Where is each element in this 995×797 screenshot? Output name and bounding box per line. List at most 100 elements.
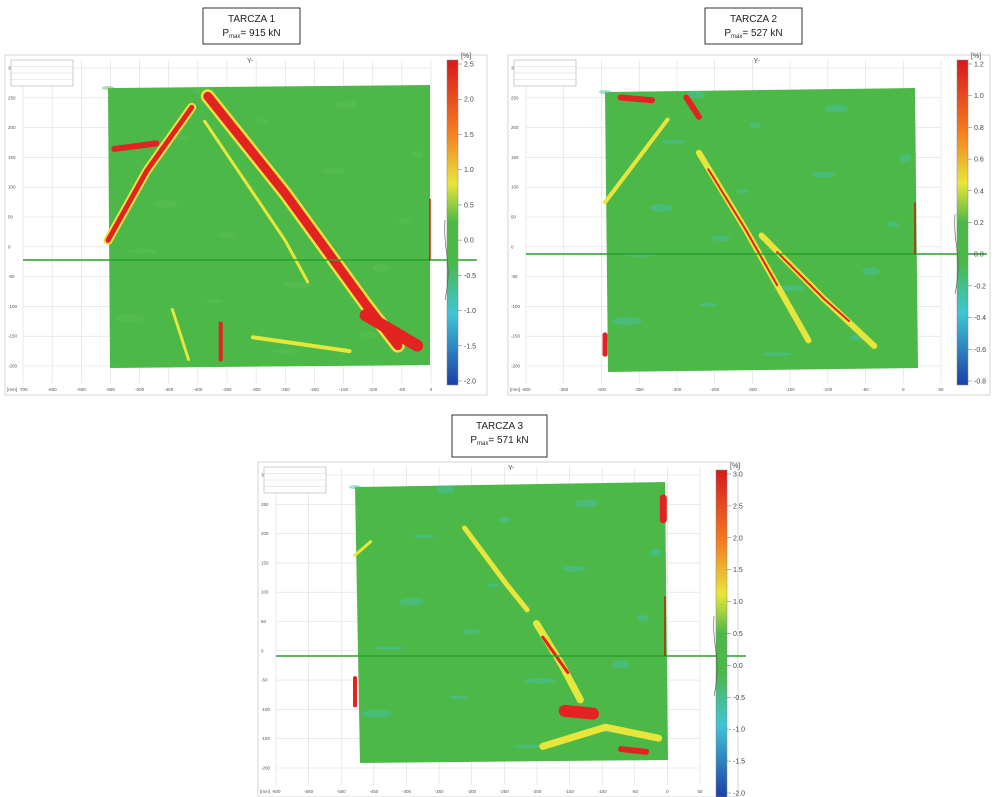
panel: -700 -650 -600 -550 -500 -450 -400 -350 -300 -250… [4,7,488,396]
colorbar-label: -0.5 [733,695,745,702]
load-value: = 915 kN [240,28,280,39]
strain-patch [762,352,793,357]
strain-patch [398,217,411,224]
x-tick-label: 0 [902,387,905,392]
x-tick-label: -450 [164,387,174,392]
x-tick-label: 0 [666,789,669,794]
strain-patch [372,264,391,273]
colorbar-label: -2.0 [464,379,476,386]
strain-band [111,140,160,152]
strain-patch [711,235,730,242]
load-value: = 571 kN [488,435,528,446]
y-tick-label: 200 [261,531,269,536]
panel-title: TARCZA 1 [228,14,275,25]
x-tick-label: -50 [399,387,406,392]
colorbar-label: -0.4 [974,315,986,322]
colorbar-label: 0.0 [733,663,743,670]
colorbar-label: 0.0 [974,252,984,259]
x-tick-label: -350 [222,387,232,392]
x-tick-label: -200 [748,387,758,392]
label-box [704,7,803,45]
x-tick-label: -100 [598,789,608,794]
x-tick-label: -250 [500,789,510,794]
colorbar-label: 2.0 [733,535,743,542]
colorbar-label: 1.0 [733,599,743,606]
strain-patch [218,231,237,238]
strain-patch [862,267,881,276]
axis-unit: [mm] [260,789,270,794]
y-tick-label: -150 [261,736,271,741]
colorbar-label: -0.5 [464,273,476,280]
colorbar-label: 2.5 [464,62,474,69]
strain-patch [812,171,837,178]
load-label: Pmax= 915 kN [222,28,280,40]
y-tick-label: 0 [511,244,514,249]
strain-patch [512,744,543,749]
x-tick-label: -250 [710,387,720,392]
colorbar [446,59,459,386]
strain-band [683,94,702,120]
strain-patch [153,200,178,209]
y-tick-label: 50 [511,215,517,220]
load-subscript: max [229,34,240,40]
x-tick-label: -150 [565,789,575,794]
x-tick-label: -500 [337,789,347,794]
colorbar-label: 1.5 [733,567,743,574]
strain-band [541,635,570,675]
colorbar-label: -1.0 [464,308,476,315]
strain-patch [749,122,762,129]
x-tick-label: -300 [252,387,262,392]
y-tick-label: -200 [261,766,271,771]
strain-patch [486,583,499,588]
x-tick-label: -350 [635,387,645,392]
strain-patch [599,90,611,94]
x-tick-label: -400 [193,387,203,392]
strain-patch [411,150,424,159]
colorbar-label: -2.0 [733,791,745,797]
load-symbol: P [222,28,229,39]
load-subscript: max [731,34,742,40]
y-tick-label: 100 [261,590,269,595]
histogram-curve [713,615,718,697]
strain-patch [736,189,749,194]
y-tick-label: -150 [511,334,521,339]
y-tick-label: 100 [8,185,16,190]
colorbar-label: 0.0 [464,238,474,245]
strain-band [170,308,190,361]
colorbar-label: 3.0 [733,472,743,479]
strain-patch [499,516,512,523]
x-tick-label: -450 [369,789,379,794]
y-tick-label: 50 [8,215,14,220]
strain-patch [612,660,631,669]
x-tick-label: -500 [135,387,145,392]
y-tick-label: 250 [511,95,519,100]
strain-patch [359,331,378,338]
strain-patch [128,249,159,254]
x-tick-label: 50 [697,789,703,794]
strain-patch [270,349,301,354]
colorbar-label: 1.5 [464,132,474,139]
strain-patch [374,646,405,651]
strain-band [462,525,530,613]
strain-patch [899,154,912,163]
strain-patch [824,104,849,113]
colorbar [715,469,728,797]
y-tick-label: -150 [8,334,18,339]
load-symbol: P [724,28,731,39]
y-tick-label: 150 [8,155,16,160]
strain-patch [636,615,649,622]
histogram-curve [444,219,449,301]
axis-label: Y- [754,58,761,65]
strain-patch [611,317,642,326]
x-tick-label: 0 [430,387,433,392]
x-tick-label: -600 [271,789,281,794]
y-tick-label: 150 [511,155,519,160]
x-tick-label: -600 [77,387,87,392]
y-tick-label: -100 [8,304,18,309]
colorbar-label: -0.2 [974,283,986,290]
y-tick-label: 250 [261,502,269,507]
y-tick-label: 0 [8,244,11,249]
colorbar-label: 0.2 [974,220,984,227]
strain-patch [205,299,224,304]
